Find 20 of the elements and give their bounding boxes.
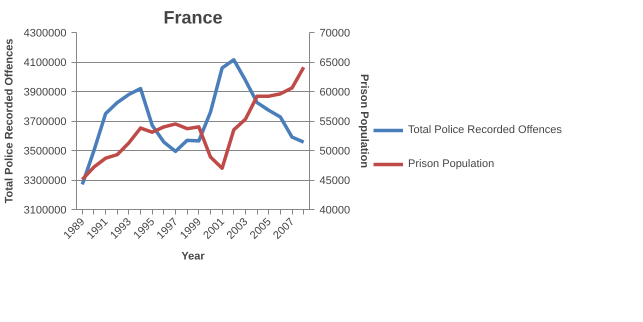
y2-tick-label: 45000 — [320, 175, 350, 187]
y2-tick-label: 65000 — [320, 57, 350, 69]
y2-tick-label: 70000 — [320, 28, 350, 40]
y-tick-label: 3700000 — [24, 116, 67, 128]
y-tick-label: 3900000 — [24, 86, 67, 98]
y-tick-label: 3100000 — [24, 204, 67, 216]
y2-tick-label: 40000 — [320, 204, 350, 216]
y2-tick-label: 55000 — [320, 116, 350, 128]
y-tick-label: 3500000 — [24, 146, 67, 158]
y-axis-title: Total Police Recorded Offences — [4, 38, 16, 204]
y-tick-label: 4300000 — [24, 28, 67, 40]
y-tick-label: 4100000 — [24, 57, 67, 69]
y2-tick-label: 60000 — [320, 86, 350, 98]
y-tick-label: 3300000 — [24, 175, 67, 187]
legend-label: Prison Population — [408, 158, 494, 170]
legend-label: Total Police Recorded Offences — [408, 124, 562, 136]
y2-axis-title: Prison Population — [358, 74, 370, 168]
chart-title: France — [163, 8, 223, 28]
y2-tick-label: 50000 — [320, 146, 350, 158]
x-axis-title: Year — [181, 250, 206, 262]
